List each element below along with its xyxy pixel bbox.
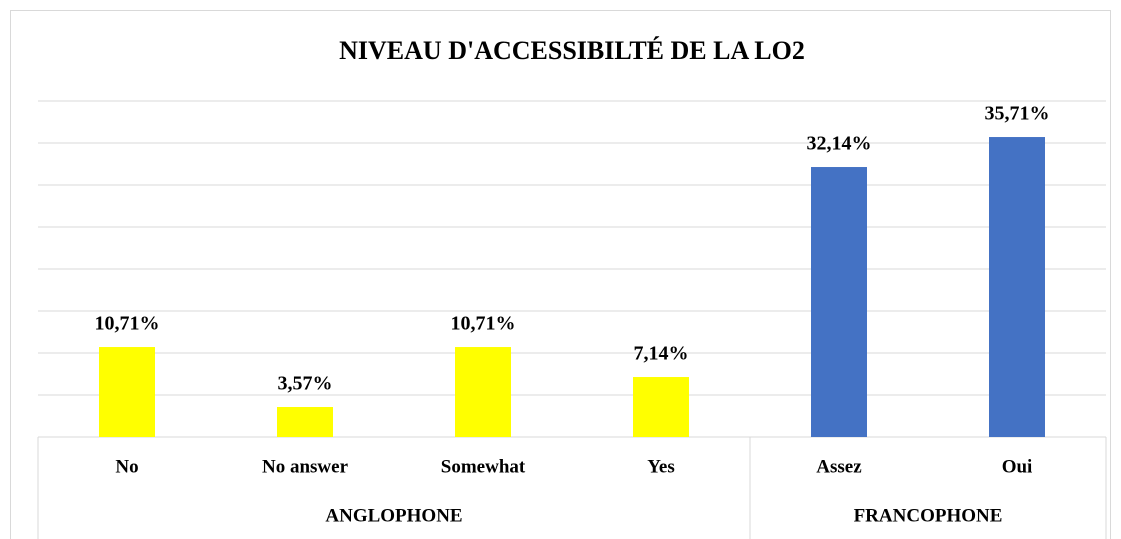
data-label: 10,71% xyxy=(451,313,516,335)
bar xyxy=(99,347,155,437)
bar xyxy=(633,377,689,437)
data-label: 3,57% xyxy=(278,373,333,395)
data-label: 32,14% xyxy=(807,133,872,155)
bar xyxy=(277,407,333,437)
data-label: 10,71% xyxy=(95,313,160,335)
x-tick-label: No xyxy=(115,456,138,477)
data-label: 35,71% xyxy=(985,103,1050,125)
x-tick-label: No answer xyxy=(262,456,349,477)
chart-title: NIVEAU D'ACCESSIBILTÉ DE LA LO2 xyxy=(339,36,805,65)
bar xyxy=(455,347,511,437)
x-tick-label: Somewhat xyxy=(441,456,526,477)
bar xyxy=(989,137,1045,437)
bar xyxy=(811,167,867,438)
data-label: 7,14% xyxy=(634,343,689,365)
x-tick-label: Yes xyxy=(647,456,674,477)
x-tick-label: Oui xyxy=(1002,456,1033,477)
x-tick-label: Assez xyxy=(816,456,862,477)
chart-frame xyxy=(10,10,1111,539)
group-label: FRANCOPHONE xyxy=(854,505,1003,526)
group-label: ANGLOPHONE xyxy=(325,505,462,526)
